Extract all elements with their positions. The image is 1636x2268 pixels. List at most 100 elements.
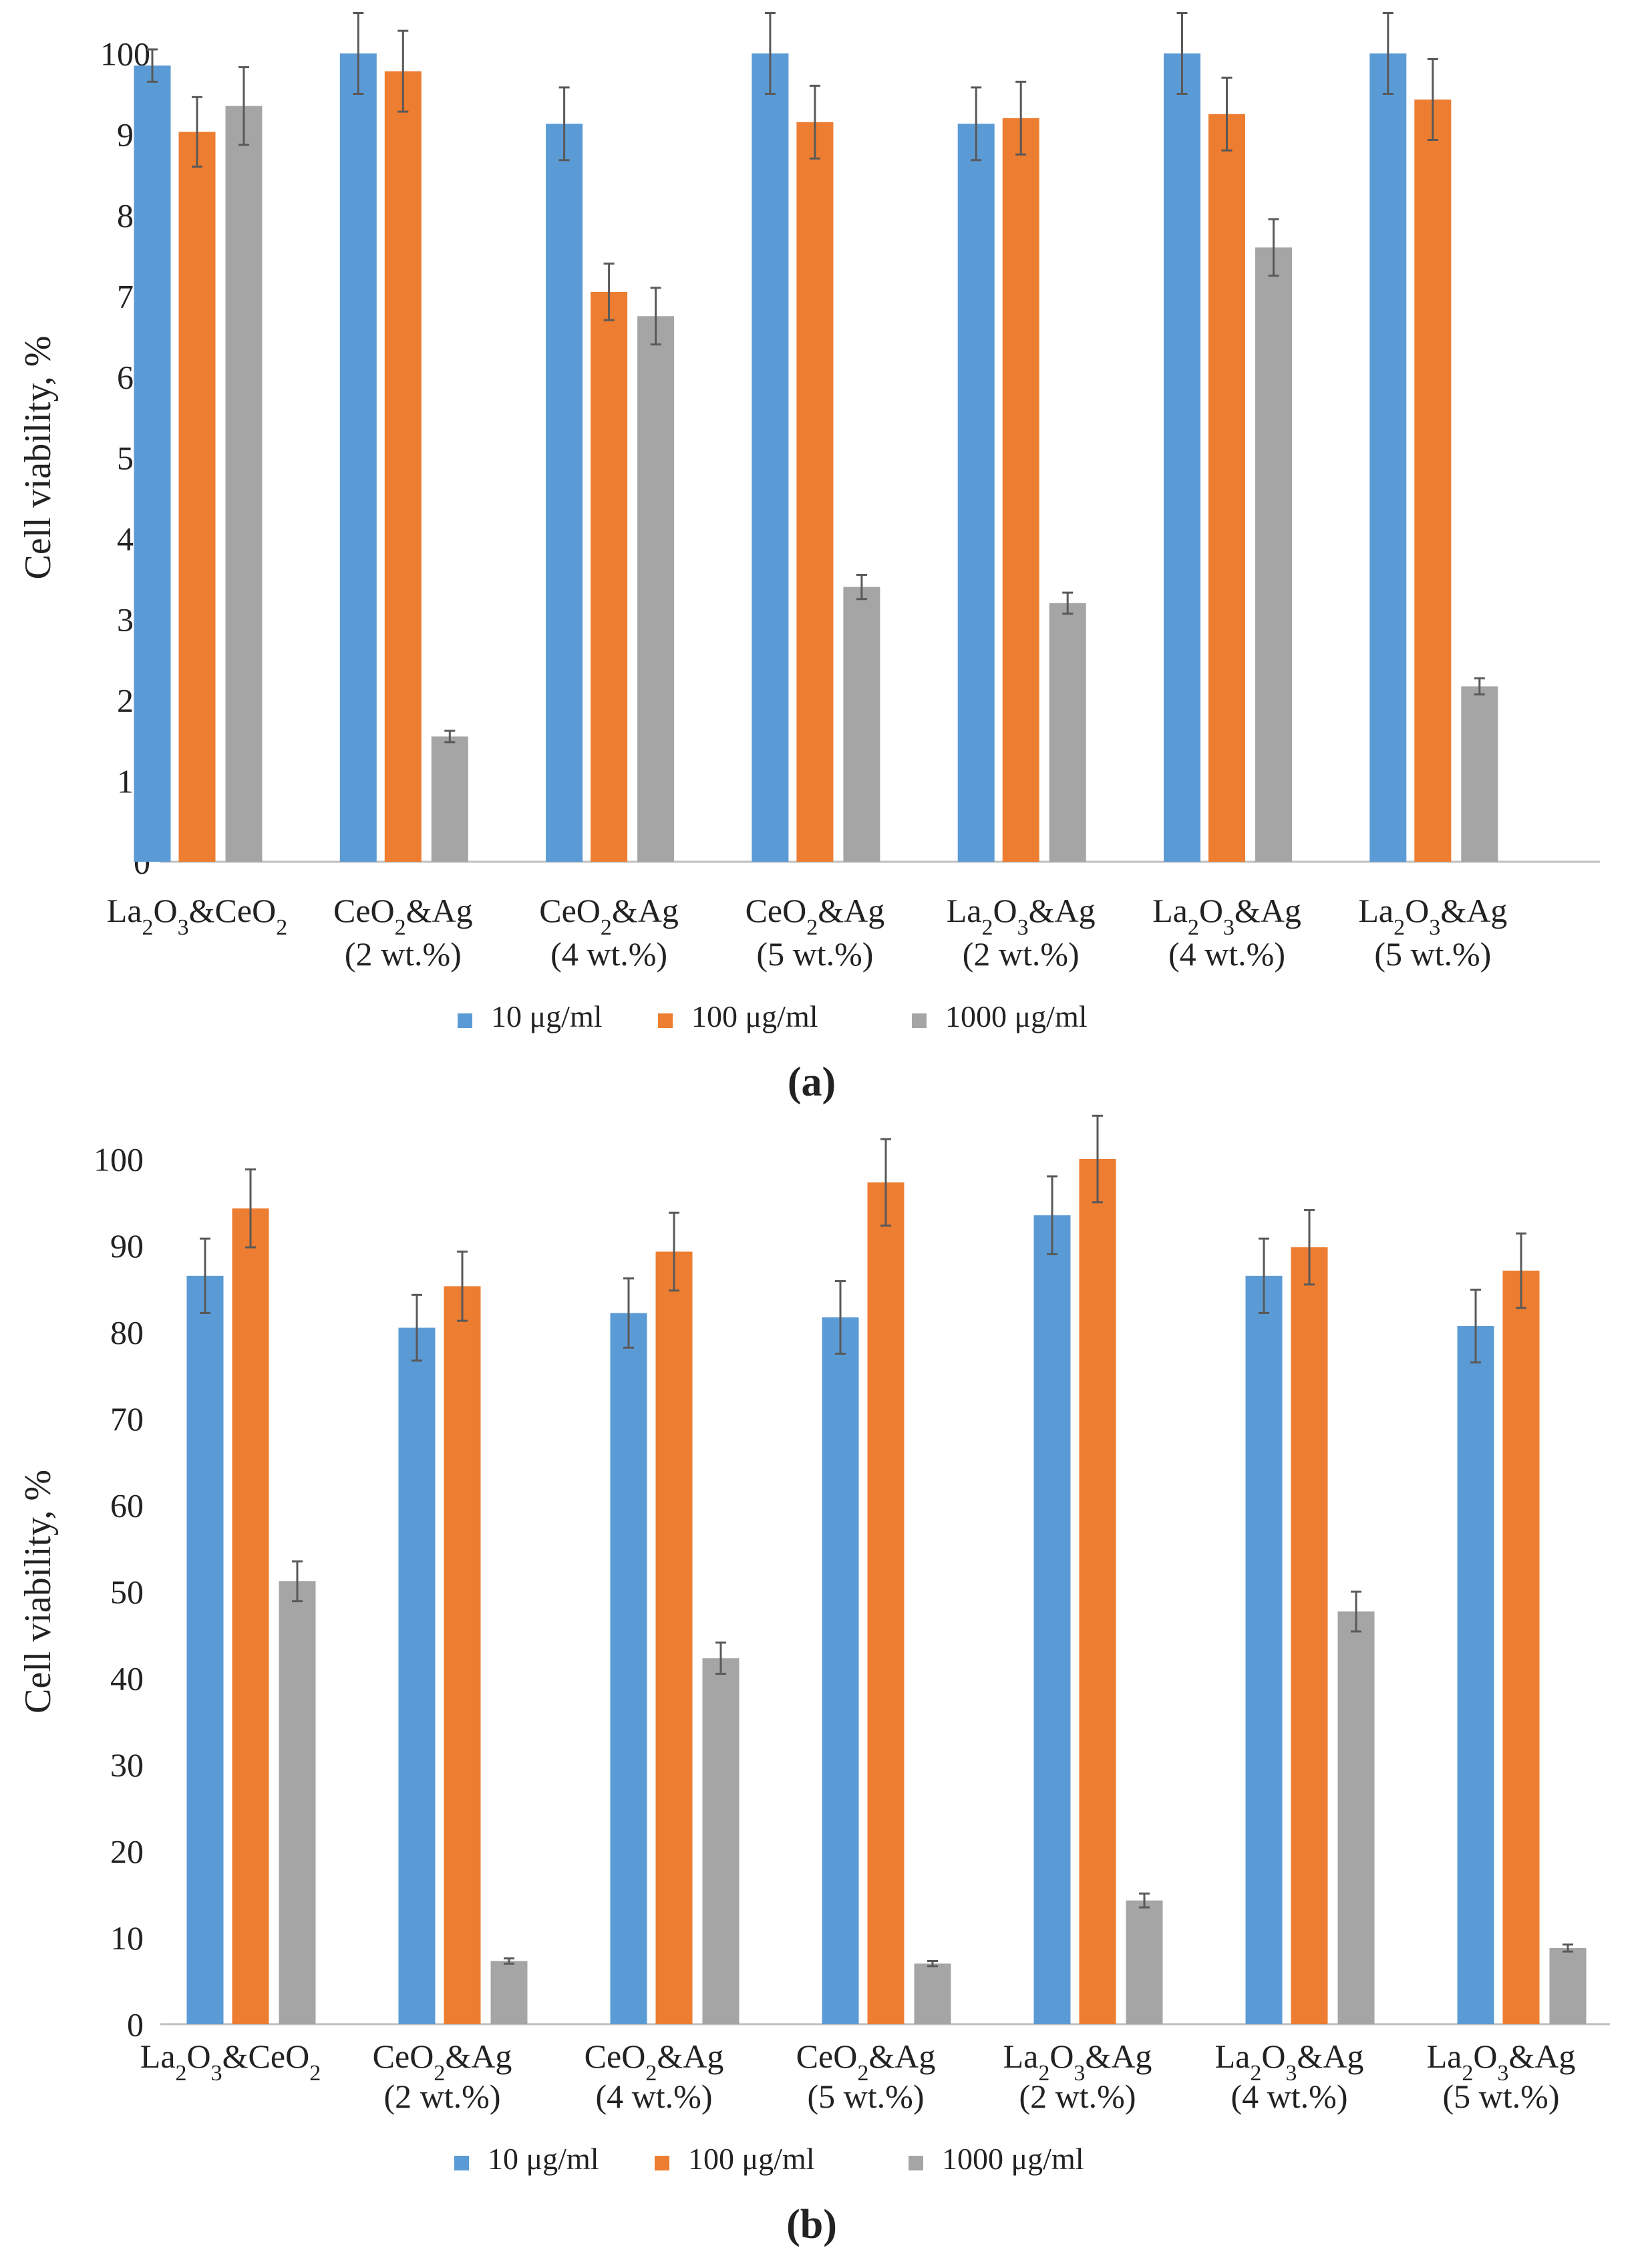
category-label: La2O3&CeO2: [140, 2038, 321, 2086]
error-bar: [353, 12, 364, 95]
error-bar: [1516, 1232, 1526, 1309]
error-bar: [1470, 1289, 1481, 1363]
legend-swatch: [912, 1013, 927, 1028]
bar-100gml-6: [1208, 114, 1245, 862]
error-bar: [412, 1293, 422, 1362]
y-tick-label: 90: [110, 1227, 144, 1265]
bar-100gml-6: [1291, 1247, 1328, 2024]
category-label: La2O3&Ag: [1358, 892, 1507, 940]
error-bar: [397, 29, 409, 113]
error-bar: [192, 96, 202, 168]
bar-100gml-5: [1002, 118, 1039, 862]
error-bar: [444, 730, 456, 744]
bar-10gml-5: [957, 124, 995, 862]
error-bar: [1092, 1114, 1103, 1204]
error-bar: [809, 84, 820, 160]
category-note: (5 wt.%): [808, 2078, 925, 2115]
error-bar: [880, 1138, 891, 1227]
legend-label: 10 μg/ml: [491, 999, 603, 1033]
legend-label: 1000 μg/ml: [942, 2142, 1084, 2176]
y-tick-label: 20: [110, 1833, 144, 1871]
category-label: CeO2&Ag: [585, 2038, 724, 2086]
error-bar: [1427, 57, 1438, 141]
bar-10gml-1: [186, 1275, 224, 2024]
error-bar: [835, 1280, 846, 1355]
bar-10gml-7: [1369, 53, 1407, 862]
category-label: CeO2&Ag: [373, 2038, 512, 2086]
category-label: La2O3&CeO2: [107, 892, 287, 940]
bar-1000gml-1: [279, 1581, 316, 2024]
category-note: (2 wt.%): [384, 2078, 501, 2115]
category-note: (4 wt.%): [596, 2078, 713, 2115]
error-bar: [1062, 591, 1074, 615]
bar-1000gml-3: [637, 316, 675, 862]
bar-100gml-2: [384, 71, 422, 862]
bar-100gml-1: [178, 132, 216, 862]
category-note: (5 wt.%): [1374, 935, 1491, 973]
bar-1000gml-4: [914, 1963, 951, 2024]
bar-10gml-6: [1245, 1275, 1283, 2024]
bar-1000gml-6: [1255, 247, 1292, 862]
bar-10gml-2: [339, 53, 377, 862]
category-label: CeO2&Ag: [796, 2038, 936, 2086]
error-bar: [1176, 12, 1188, 95]
error-bar: [669, 1211, 679, 1292]
error-bar: [1474, 677, 1485, 696]
error-bar: [292, 1560, 303, 1603]
y-tick-label: 0: [127, 2006, 144, 2044]
error-bar: [1268, 218, 1279, 277]
error-bar: [715, 1641, 726, 1675]
bar-10gml-2: [398, 1327, 436, 2024]
panel-label: (a): [788, 1060, 836, 1105]
error-bar: [971, 86, 982, 162]
y-axis-title: Cell viability, %: [17, 1470, 59, 1714]
legend-swatch: [658, 1013, 673, 1028]
category-label: La2O3&Ag: [1427, 2038, 1576, 2086]
bar-100gml-4: [867, 1182, 905, 2024]
bar-10gml-5: [1033, 1215, 1071, 2024]
category-note: (2 wt.%): [1019, 2078, 1136, 2115]
y-tick-label: 60: [110, 1487, 144, 1524]
error-bar: [603, 263, 615, 321]
legend-swatch: [655, 2156, 669, 2170]
legend-label: 10 μg/ml: [488, 2142, 599, 2176]
legend-swatch: [454, 2156, 469, 2170]
error-bar: [200, 1237, 210, 1315]
bar-100gml-1: [232, 1208, 269, 2024]
category-label: CeO2&Ag: [539, 892, 679, 940]
category-label: La2O3&Ag: [1215, 2038, 1364, 2086]
legend: 10 μg/ml 100 μg/ml 1000 μg/ml: [458, 999, 1088, 1033]
bar-100gml-2: [444, 1286, 481, 2024]
panel-label: (b): [786, 2202, 837, 2247]
category-label: La2O3&Ag: [947, 892, 1096, 940]
category-label: CeO2&Ag: [333, 892, 473, 940]
error-bar: [927, 1959, 938, 1967]
error-bar: [1563, 1943, 1573, 1953]
bar-1000gml-7: [1549, 1948, 1587, 2024]
error-bar: [245, 1168, 256, 1249]
legend-label: 100 μg/ml: [691, 999, 818, 1033]
error-bar: [1015, 80, 1027, 156]
bar-100gml-4: [796, 122, 834, 862]
chart-panel-b: 0 10 20 30 40 50 60 70 80 90 100 Cell viability, % L…: [17, 1114, 1610, 2247]
bar-10gml-1: [134, 65, 171, 862]
error-bar: [764, 12, 776, 95]
category-note: (4 wt.%): [1231, 2078, 1348, 2115]
bar-1000gml-1: [225, 106, 263, 862]
bar-10gml-3: [546, 124, 583, 862]
bar-1000gml-3: [702, 1658, 740, 2024]
bar-100gml-7: [1502, 1271, 1540, 2024]
y-tick-label: 10: [110, 1919, 144, 1957]
error-bar: [1304, 1208, 1315, 1286]
bar-1000gml-5: [1126, 1900, 1163, 2024]
y-tick-label: 80: [110, 1314, 144, 1351]
legend-label: 100 μg/ml: [688, 2142, 815, 2176]
error-bar: [147, 48, 158, 83]
bar-100gml-5: [1079, 1159, 1116, 2024]
bar-10gml-4: [822, 1317, 859, 2024]
y-tick-label: 70: [110, 1400, 144, 1438]
category-label: La2O3&Ag: [1152, 892, 1301, 940]
error-bar: [1221, 76, 1233, 152]
bar-1000gml-2: [431, 736, 468, 862]
